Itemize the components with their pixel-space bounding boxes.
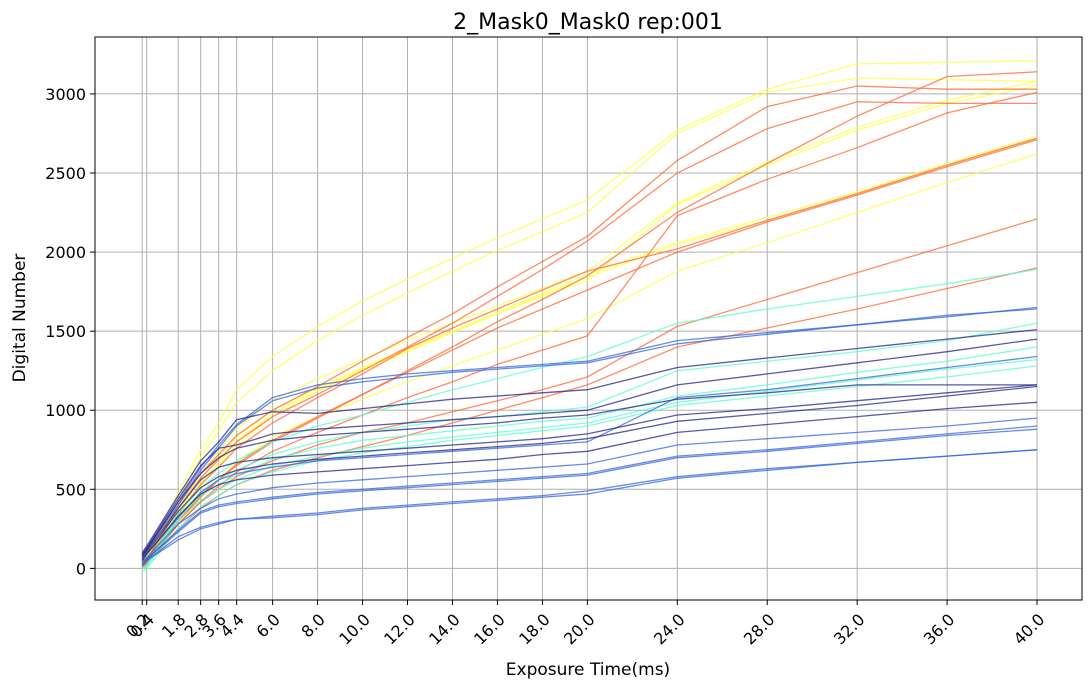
y-tick-label: 1500 — [45, 322, 86, 341]
x-axis-ticks: 0.20.4 1.82.83.64.4 6.0 8.0 10.0 12.0 14.0 16.0… — [122, 600, 1048, 649]
x-tick-label: 12.0 — [380, 610, 419, 649]
series-line-13 — [141, 91, 1038, 568]
x-tick-label: 20.0 — [560, 610, 599, 649]
series-line-6 — [141, 137, 1038, 565]
series-line-26 — [141, 428, 1038, 565]
x-tick-label: 6.0 — [252, 610, 283, 641]
series-line-18 — [141, 346, 1038, 569]
series-line-1 — [141, 60, 1038, 561]
series-line-29 — [141, 328, 1038, 553]
series-line-32 — [141, 384, 1038, 558]
y-tick-label: 500 — [55, 480, 86, 499]
y-tick-label: 1000 — [45, 401, 86, 420]
y-tick-label: 2000 — [45, 243, 86, 262]
series-line-24 — [141, 417, 1038, 563]
series-line-27 — [141, 449, 1038, 566]
x-tick-label: 14.0 — [425, 610, 464, 649]
x-tick-label: 28.0 — [740, 610, 779, 649]
y-tick-label: 0 — [76, 559, 86, 578]
series-layer — [141, 60, 1038, 573]
series-line-3 — [141, 80, 1038, 564]
x-tick-label: 40.0 — [1010, 610, 1049, 649]
x-tick-label: 32.0 — [830, 610, 869, 649]
y-tick-label: 3000 — [45, 85, 86, 104]
series-line-28 — [141, 449, 1038, 566]
series-line-23 — [141, 355, 1038, 561]
y-tick-label: 2500 — [45, 164, 86, 183]
series-line-31 — [141, 384, 1037, 557]
series-line-22 — [141, 308, 1038, 557]
series-line-9 — [141, 101, 1037, 566]
x-tick-label: 24.0 — [650, 610, 689, 649]
series-line-19 — [141, 358, 1038, 570]
chart-title: 2_Mask0_Mask0 rep:001 — [453, 10, 723, 35]
series-line-17 — [141, 322, 1038, 569]
series-line-4 — [141, 85, 1038, 564]
series-line-2 — [141, 77, 1038, 563]
series-line-10 — [141, 71, 1038, 568]
series-line-25 — [141, 425, 1038, 565]
x-tick-label: 18.0 — [515, 610, 554, 649]
series-line-11 — [141, 137, 1038, 568]
x-tick-label: 10.0 — [335, 610, 374, 649]
series-line-21 — [141, 306, 1038, 557]
series-line-20 — [141, 365, 1038, 573]
y-axis-label: Digital Number — [10, 254, 30, 383]
series-line-7 — [141, 153, 1038, 566]
x-tick-label: 36.0 — [920, 610, 959, 649]
series-line-16 — [141, 268, 1038, 569]
plot-frame — [94, 36, 1083, 601]
series-line-5 — [141, 135, 1038, 565]
x-tick-label: 16.0 — [470, 610, 509, 649]
series-line-30 — [141, 338, 1038, 555]
x-axis-label: Exposure Time(ms) — [506, 660, 670, 680]
series-line-33 — [141, 385, 1038, 560]
y-axis-ticks: 0 500 1000 1500 2000 2500 3000 — [45, 85, 95, 578]
x-tick-label: 8.0 — [297, 610, 328, 641]
series-line-34 — [141, 401, 1038, 561]
